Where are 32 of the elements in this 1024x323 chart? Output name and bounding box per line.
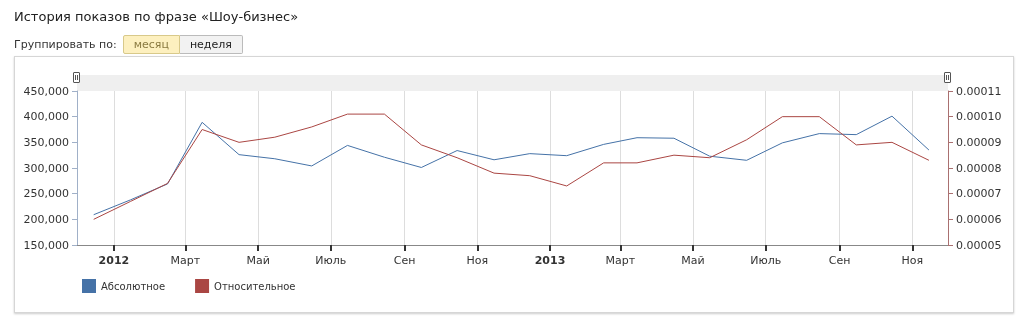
x-tick-label: Июль <box>750 254 782 267</box>
y2-tick-label: 0.00010 <box>956 110 1002 124</box>
text: неделя <box>179 35 243 54</box>
x-tick-label: 2013 <box>534 254 566 267</box>
x-tick-label: Ноя <box>466 254 489 267</box>
text: Группировать по: <box>14 38 117 51</box>
x-tick-label: Май <box>681 254 705 267</box>
y-tick-label: 150,000 <box>23 238 69 252</box>
y2-tick-label: 0.00005 <box>956 238 1002 252</box>
text: месяц <box>122 35 180 54</box>
y-tick-label: 250,000 <box>23 187 69 201</box>
x-tick-label: Март <box>605 254 636 267</box>
y-tick-label: 400,000 <box>23 110 69 124</box>
legend-label: Абсолютное <box>101 280 166 292</box>
x-tick-label: Июль <box>315 254 347 267</box>
x-tick-label: 2012 <box>98 254 130 267</box>
y2-tick-label: 0.00011 <box>956 84 1002 98</box>
y2-tick-label: 0.00008 <box>956 161 1002 175</box>
chart-title: История показов по фразе «Шоу-бизнес» <box>14 9 299 24</box>
x-tick-label: Сен <box>393 254 416 267</box>
y-tick-label: 350,000 <box>23 135 69 149</box>
y-tick-label: 300,000 <box>23 161 69 175</box>
y-tick-label: 200,000 <box>23 212 69 226</box>
y2-tick-label: 0.00006 <box>956 212 1002 226</box>
x-tick-label: Май <box>246 254 270 267</box>
legend-label: Относительное <box>214 280 296 292</box>
y2-tick-label: 0.00007 <box>956 187 1002 201</box>
y2-tick-label: 0.00009 <box>956 135 1002 149</box>
x-tick-label: Ноя <box>901 254 924 267</box>
y-tick-label: 450,000 <box>23 84 69 98</box>
x-tick-label: Сен <box>828 254 851 267</box>
x-tick-label: Март <box>170 254 201 267</box>
